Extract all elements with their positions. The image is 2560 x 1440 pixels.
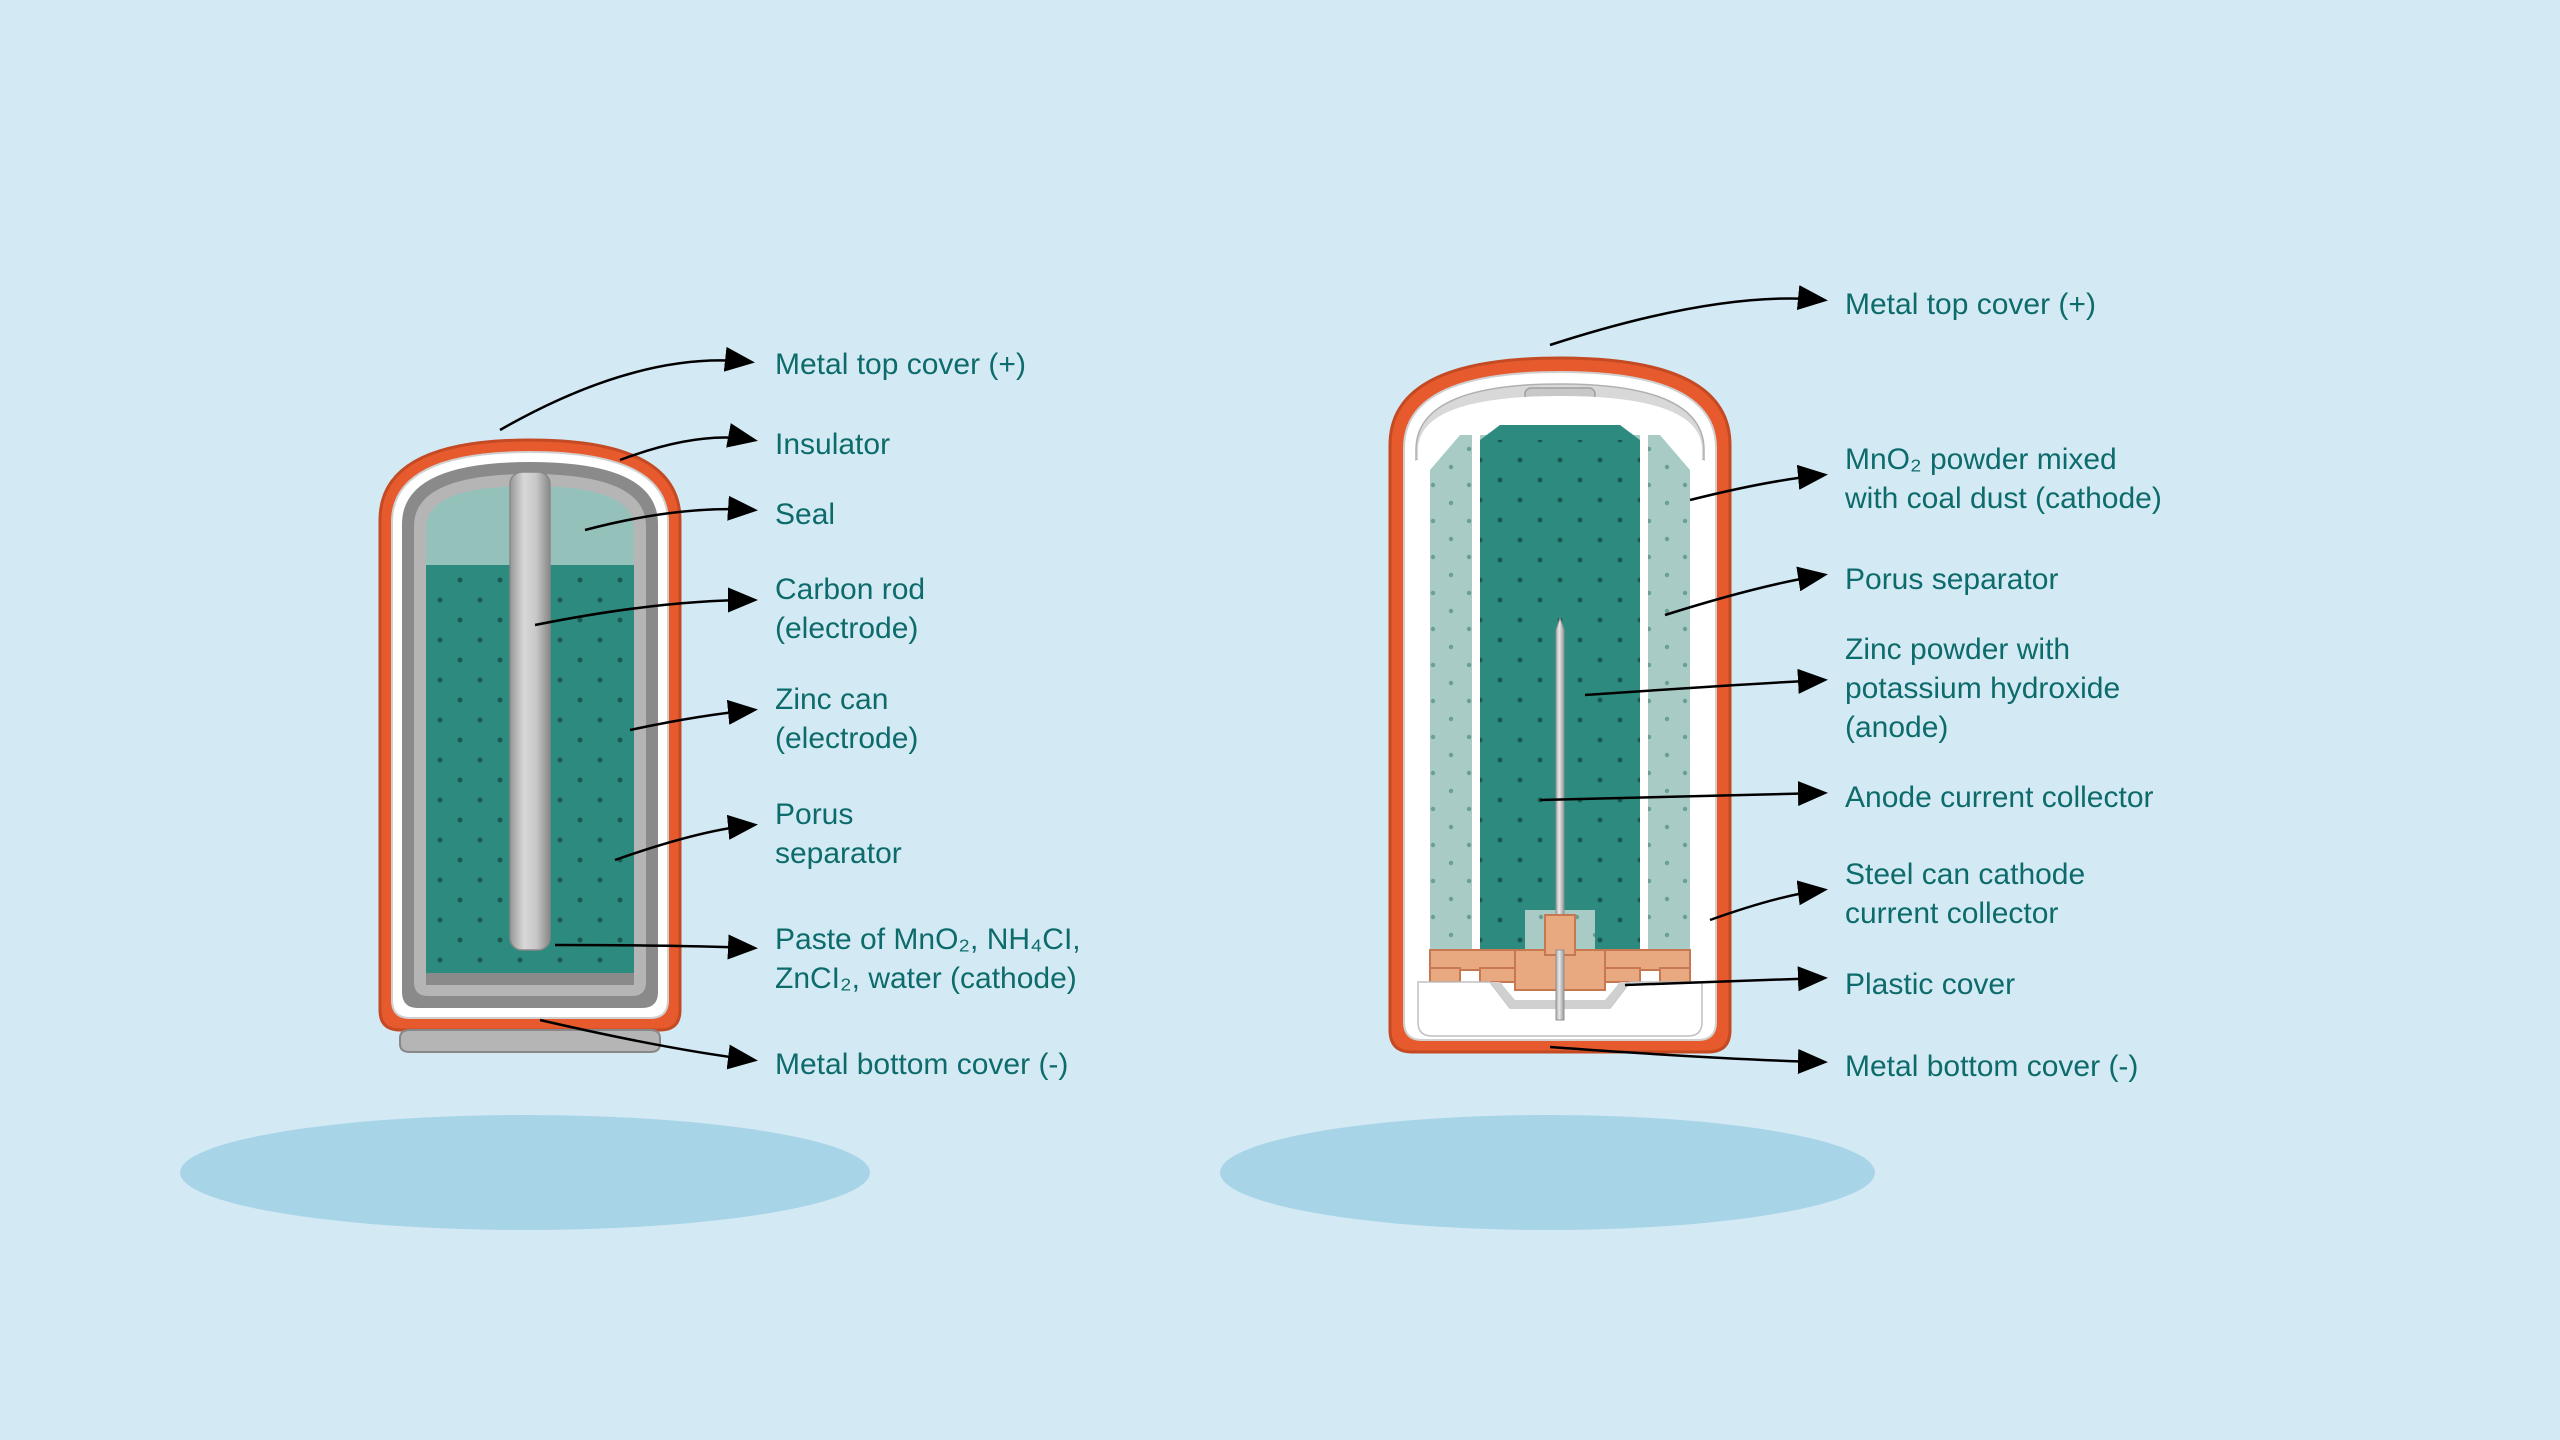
battery_left-label-7: Metal bottom cover (-) [775,1045,1068,1084]
battery_left-label-2: Seal [775,495,835,534]
battery_right-label-5: Steel can cathodecurrent collector [1845,855,2085,933]
battery_right-label-4: Anode current collector [1845,778,2154,817]
battery_left-label-1: Insulator [775,425,890,464]
battery_right-label-2: Porus separator [1845,560,2058,599]
battery_right-label-0: Metal top cover (+) [1845,285,2096,324]
arrows-overlay [0,0,2560,1440]
battery_left-label-6: Paste of MnO₂, NH₄CI,ZnCI₂, water (catho… [775,920,1081,998]
battery_right-label-1: MnO₂ powder mixedwith coal dust (cathode… [1845,440,2162,518]
battery_left-label-5: Porusseparator [775,795,902,873]
battery_left-label-0: Metal top cover (+) [775,345,1026,384]
battery_right-label-3: Zinc powder withpotassium hydroxide(anod… [1845,630,2120,747]
battery_left-label-3: Carbon rod(electrode) [775,570,925,648]
battery_right-label-6: Plastic cover [1845,965,2015,1004]
battery_left-label-4: Zinc can(electrode) [775,680,918,758]
battery_right-label-7: Metal bottom cover (-) [1845,1047,2138,1086]
